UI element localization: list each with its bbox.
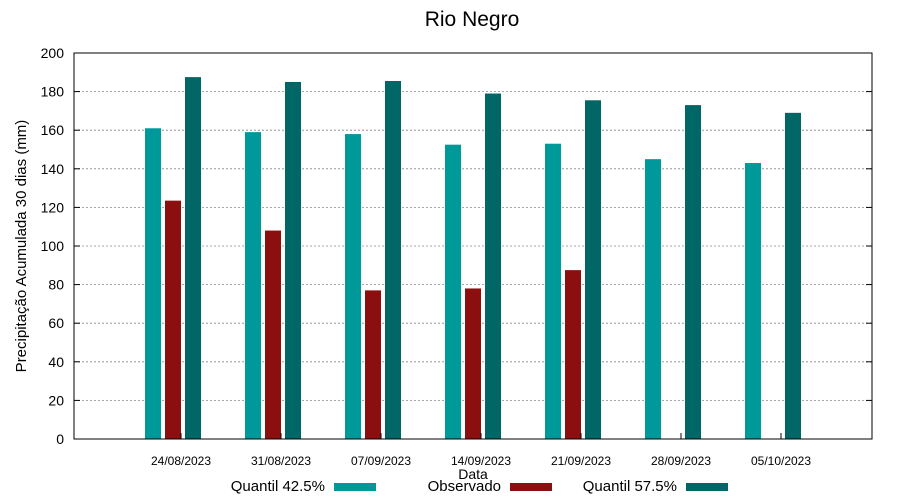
bar-quantil-42-5- [745,163,761,439]
bar-quantil-42-5- [345,134,361,439]
bars [145,77,801,440]
legend-swatch [334,483,376,491]
y-tick-label: 120 [41,199,65,215]
y-axis-label: Precipitação Acumulada 30 dias (mm) [13,120,30,373]
bar-observado [565,270,581,439]
y-tick-label: 160 [41,122,65,138]
bar-quantil-42-5- [145,128,161,439]
x-tick-label: 05/10/2023 [751,454,811,468]
y-tick-label: 20 [48,392,64,408]
y-tick-label: 40 [48,354,64,370]
bar-quantil-42-5- [445,144,461,440]
bar-observado [465,288,481,439]
y-tick-label: 180 [41,84,65,100]
bar-quantil-57-5- [785,112,801,439]
x-tick-label: 14/09/2023 [451,454,511,468]
y-axis-ticks: 0 20 40 60 80 100 120 140 160 180 200 [41,45,872,447]
bar-observado [165,200,181,439]
legend-swatch [510,483,552,491]
bar-quantil-42-5- [545,143,561,439]
chart-title: Rio Negro [425,8,520,31]
x-tick-label: 24/08/2023 [151,454,211,468]
x-axis-label: Data [458,466,488,482]
gridlines [74,91,872,401]
bar-observado [265,230,281,439]
bar-quantil-42-5- [645,159,661,439]
legend-label: Quantil 42.5% [231,478,325,495]
legend: Quantil 42.5% Observado Quantil 57.5% [231,478,728,495]
bar-quantil-57-5- [485,93,501,439]
x-tick-label: 28/09/2023 [651,454,711,468]
x-tick-label: 31/08/2023 [251,454,311,468]
bar-observado [365,290,381,439]
bar-quantil-57-5- [285,81,301,439]
legend-label: Quantil 57.5% [583,478,677,495]
bar-quantil-57-5- [685,105,701,440]
x-tick-label: 07/09/2023 [351,454,411,468]
y-tick-label: 60 [48,315,64,331]
bar-quantil-42-5- [245,132,261,439]
bar-quantil-57-5- [185,77,201,439]
bar-quantil-57-5- [585,100,601,439]
bar-quantil-57-5- [385,80,401,440]
y-tick-label: 0 [56,431,64,447]
legend-label: Observado [428,478,501,495]
y-tick-label: 200 [41,45,65,61]
y-tick-label: 140 [41,161,65,177]
y-tick-label: 80 [48,277,64,293]
x-tick-label: 21/09/2023 [551,454,611,468]
legend-swatch [686,483,728,491]
y-tick-label: 100 [41,238,65,254]
x-axis-ticks: 24/08/2023 31/08/2023 07/09/2023 14/09/2023… [151,433,811,468]
